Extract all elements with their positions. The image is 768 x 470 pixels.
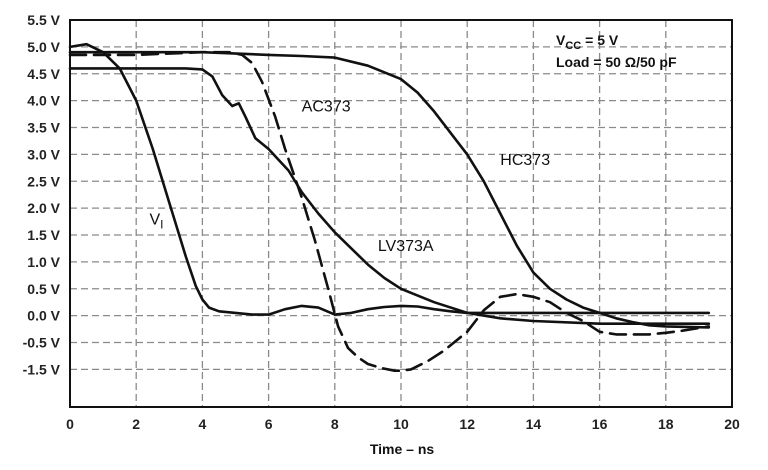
vcc-label: VCC = 5 V <box>556 32 619 52</box>
series-line-vi <box>68 42 711 316</box>
y-tick-label: -0.5 V <box>23 335 61 351</box>
y-tick-label: 0.0 V <box>27 308 60 324</box>
y-tick-label: 3.5 V <box>27 120 60 136</box>
y-tick-label: 3.0 V <box>27 146 60 162</box>
series-labels: AC373 HC373 LV373A VI <box>149 98 550 255</box>
y-tick-label: 5.0 V <box>27 39 60 55</box>
x-tick-labels: 0 2 4 6 8 10 12 14 16 18 20 <box>66 416 740 432</box>
conditions-box: VCC = 5 V Load = 50 Ω/50 pF <box>556 32 677 70</box>
x-tick-label: 18 <box>658 416 674 432</box>
series-line-hc373 <box>68 50 711 329</box>
y-tick-label: 4.5 V <box>27 66 60 82</box>
series-label-ac373: AC373 <box>302 98 351 115</box>
series-label-lv373a: LV373A <box>378 238 434 255</box>
x-tick-label: 12 <box>459 416 475 432</box>
x-tick-label: 4 <box>199 416 207 432</box>
series-group <box>68 42 711 372</box>
series-line-ac373 <box>68 50 711 372</box>
y-tick-labels: 5.5 V 5.0 V 4.5 V 4.0 V 3.5 V 3.0 V 2.5 V 2.0 V… <box>23 12 61 377</box>
y-tick-label: 2.0 V <box>27 200 60 216</box>
y-tick-label: 0.5 V <box>27 281 60 297</box>
x-tick-label: 8 <box>331 416 339 432</box>
x-tick-label: 2 <box>132 416 140 432</box>
x-tick-label: 16 <box>592 416 608 432</box>
series-line-lv373a <box>68 67 711 325</box>
y-tick-label: 4.0 V <box>27 93 60 109</box>
y-tick-label: 1.5 V <box>27 227 60 243</box>
x-tick-label: 10 <box>393 416 409 432</box>
y-tick-label: 5.5 V <box>27 12 60 28</box>
grid <box>70 20 732 407</box>
y-tick-label: 2.5 V <box>27 173 60 189</box>
series-label-hc373: HC373 <box>500 152 550 169</box>
plot-border <box>69 19 733 408</box>
load-label: Load = 50 Ω/50 pF <box>556 54 677 70</box>
series-label-vi: VI <box>149 211 163 231</box>
x-tick-label: 0 <box>66 416 74 432</box>
x-tick-label: 6 <box>265 416 273 432</box>
y-tick-label: 1.0 V <box>27 254 60 270</box>
x-tick-label: 20 <box>724 416 740 432</box>
x-axis-label: Time – ns <box>370 441 435 457</box>
x-tick-label: 14 <box>526 416 542 432</box>
y-tick-label: -1.5 V <box>23 361 61 377</box>
